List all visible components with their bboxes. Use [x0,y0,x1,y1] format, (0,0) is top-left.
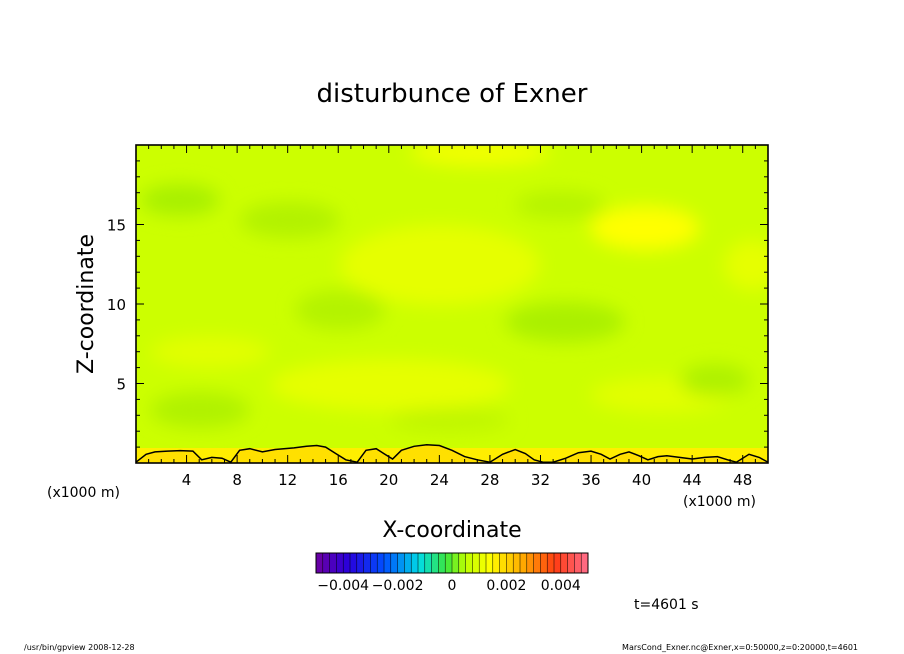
x-tick-label: 24 [430,471,449,489]
colorbar-swatch [492,553,500,573]
colorbar-swatch [526,553,534,573]
colorbar-swatch [329,553,337,573]
field-patch [724,240,768,290]
colorbar-swatch [499,553,507,573]
surface-warm-region [136,444,768,463]
x-unit-left: (x1000 m) [47,485,120,501]
colorbar-swatch [384,553,392,573]
x-unit-right: (x1000 m) [683,494,756,510]
field-patch [140,184,220,216]
colorbar-swatch [458,553,466,573]
field-patch [340,225,540,305]
field-patch [390,408,510,432]
colorbar-swatch [336,553,344,573]
colorbar-tick-label: 0.002 [486,578,526,594]
field-patch [270,359,510,411]
x-tick-label: 8 [232,471,242,489]
x-tick-label: 48 [733,471,752,489]
plot-area [136,145,768,463]
x-tick-label: 36 [581,471,600,489]
field-patch [150,336,270,368]
field-patch [240,202,340,238]
field-patch [590,206,700,250]
x-tick-label: 4 [182,471,192,489]
colorbar-swatch [397,553,405,573]
colorbar-swatch [418,553,426,573]
colorbar [316,553,589,573]
colorbar-swatch [574,553,582,573]
colorbar-swatch [445,553,453,573]
field-patch [150,392,250,428]
colorbar-frame [315,552,589,574]
y-tick-label: 5 [116,376,126,394]
colorbar-swatch [465,553,473,573]
colorbar-swatch [390,553,398,573]
colorbar-labels: −0.004 −0.002 0 0.002 0.004 [317,578,581,594]
field-patch [505,302,625,342]
colorbar-swatch [438,553,446,573]
colorbar-tick-label: −0.002 [372,578,424,594]
contour-line [136,443,768,463]
colorbar-swatch [322,553,330,573]
colorbar-swatch [560,553,568,573]
colorbar-swatch [547,553,555,573]
colorbar-swatch [363,553,371,573]
x-tick-label: 12 [278,471,297,489]
colorbar-swatch [452,553,460,573]
field-patch [680,364,750,396]
colorbar-swatch [554,553,562,573]
colorbar-tick-label: 0.004 [541,578,581,594]
colorbar-swatch [540,553,548,573]
colorbar-swatch [520,553,528,573]
x-tick-label: 28 [480,471,499,489]
colorbar-swatch [424,553,432,573]
x-axis-title: X-coordinate [382,518,521,543]
colorbar-swatch [370,553,378,573]
x-tick-label: 44 [683,471,702,489]
colorbar-swatch [343,553,351,573]
colorbar-swatch [479,553,487,573]
colorbar-swatch [411,553,419,573]
colorbar-swatch [316,553,324,573]
colorbar-swatch [533,553,541,573]
colorbar-swatch [431,553,439,573]
y-tick-label: 15 [107,217,126,235]
colorbar-swatch [404,553,412,573]
x-tick-label: 20 [379,471,398,489]
colorbar-swatch [356,553,364,573]
y-tick-label: 10 [107,296,126,314]
y-axis-title: Z-coordinate [74,234,99,374]
colorbar-swatch [581,553,589,573]
field-patch [295,290,385,330]
field-patch [515,191,605,219]
field-shading [140,145,768,432]
colorbar-swatch [350,553,358,573]
time-label: t=4601 s [634,597,699,613]
colorbar-swatch [377,553,385,573]
colorbar-swatch [513,553,521,573]
x-tick-label: 16 [329,471,348,489]
colorbar-swatch [506,553,514,573]
footer-left: /usr/bin/gpview 2008-12-28 [24,643,135,652]
chart-title: disturbunce of Exner [317,79,588,109]
colorbar-swatch [567,553,575,573]
colorbar-swatch [486,553,494,573]
x-tick-label: 40 [632,471,651,489]
field-patch [410,145,550,166]
footer-right: MarsCond_Exner.nc@Exner,x=0:50000,z=0:20… [622,643,858,652]
colorbar-tick-label: 0 [448,578,457,594]
colorbar-tick-label: −0.004 [317,578,369,594]
x-tick-label: 32 [531,471,550,489]
colorbar-swatch [472,553,480,573]
